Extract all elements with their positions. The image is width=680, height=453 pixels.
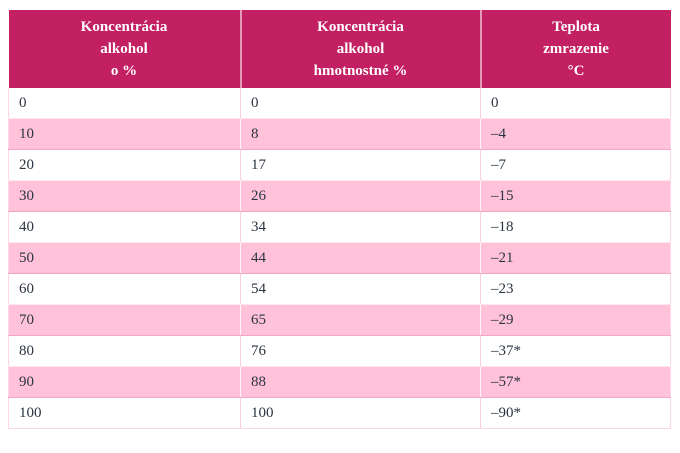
table-row: 60 54 –23 [8,273,671,305]
table-row: 70 65 –29 [8,304,671,336]
table-row: 80 76 –37* [8,335,671,367]
cell-freeze-temp: –90* [480,397,671,429]
cell-volume-percent: 20 [8,149,241,181]
table-row: 30 26 –15 [8,180,671,212]
header-line: zmrazenie [543,41,609,57]
header-line: o % [110,63,138,79]
cell-freeze-temp: –21 [480,242,671,274]
table-header: Koncentrácia alkohol o % Koncentrácia al… [8,10,671,88]
cell-freeze-temp: –57* [480,366,671,398]
freezing-point-table-container: Koncentrácia alkohol o % Koncentrácia al… [8,10,671,429]
cell-volume-percent: 70 [8,304,241,336]
header-col-freezing-temperature: Teplota zmrazenie °C [479,10,671,88]
cell-weight-percent: 65 [240,304,481,336]
header-line: Teplota [552,19,600,35]
cell-volume-percent: 60 [8,273,241,305]
cell-freeze-temp: –29 [480,304,671,336]
header-line: hmotnostné % [313,63,408,79]
cell-freeze-temp: –15 [480,180,671,212]
cell-volume-percent: 100 [8,397,241,429]
cell-freeze-temp: –37* [480,335,671,367]
cell-freeze-temp: 0 [480,88,671,119]
cell-weight-percent: 54 [240,273,481,305]
header-line: alkohol [336,41,385,57]
header-line: Koncentrácia [317,19,404,35]
table-body: 0 0 0 10 8 –4 20 17 –7 30 26 –15 40 34 [8,88,671,429]
cell-weight-percent: 34 [240,211,481,243]
table-row: 0 0 0 [8,88,671,119]
cell-volume-percent: 40 [8,211,241,243]
table-row: 40 34 –18 [8,211,671,243]
cell-weight-percent: 76 [240,335,481,367]
header-row: Koncentrácia alkohol o % Koncentrácia al… [8,10,671,88]
cell-freeze-temp: –4 [480,118,671,150]
header-col-concentration-volume: Koncentrácia alkohol o % [8,10,241,88]
cell-weight-percent: 44 [240,242,481,274]
cell-weight-percent: 0 [240,88,481,119]
cell-weight-percent: 88 [240,366,481,398]
alcohol-freezing-point-table: Koncentrácia alkohol o % Koncentrácia al… [8,10,671,429]
cell-freeze-temp: –18 [480,211,671,243]
header-line: °C [567,63,585,79]
cell-weight-percent: 26 [240,180,481,212]
table-row: 20 17 –7 [8,149,671,181]
cell-freeze-temp: –23 [480,273,671,305]
header-col-concentration-weight: Koncentrácia alkohol hmotnostné % [239,10,481,88]
cell-volume-percent: 90 [8,366,241,398]
cell-weight-percent: 100 [240,397,481,429]
cell-volume-percent: 80 [8,335,241,367]
cell-weight-percent: 17 [240,149,481,181]
table-row: 100 100 –90* [8,397,671,429]
header-line: alkohol [100,41,148,57]
cell-weight-percent: 8 [240,118,481,150]
cell-volume-percent: 10 [8,118,241,150]
table-row: 90 88 –57* [8,366,671,398]
table-row: 10 8 –4 [8,118,671,150]
cell-volume-percent: 0 [8,88,241,119]
cell-freeze-temp: –7 [480,149,671,181]
cell-volume-percent: 30 [8,180,241,212]
header-line: Koncentrácia [80,19,168,35]
table-row: 50 44 –21 [8,242,671,274]
cell-volume-percent: 50 [8,242,241,274]
